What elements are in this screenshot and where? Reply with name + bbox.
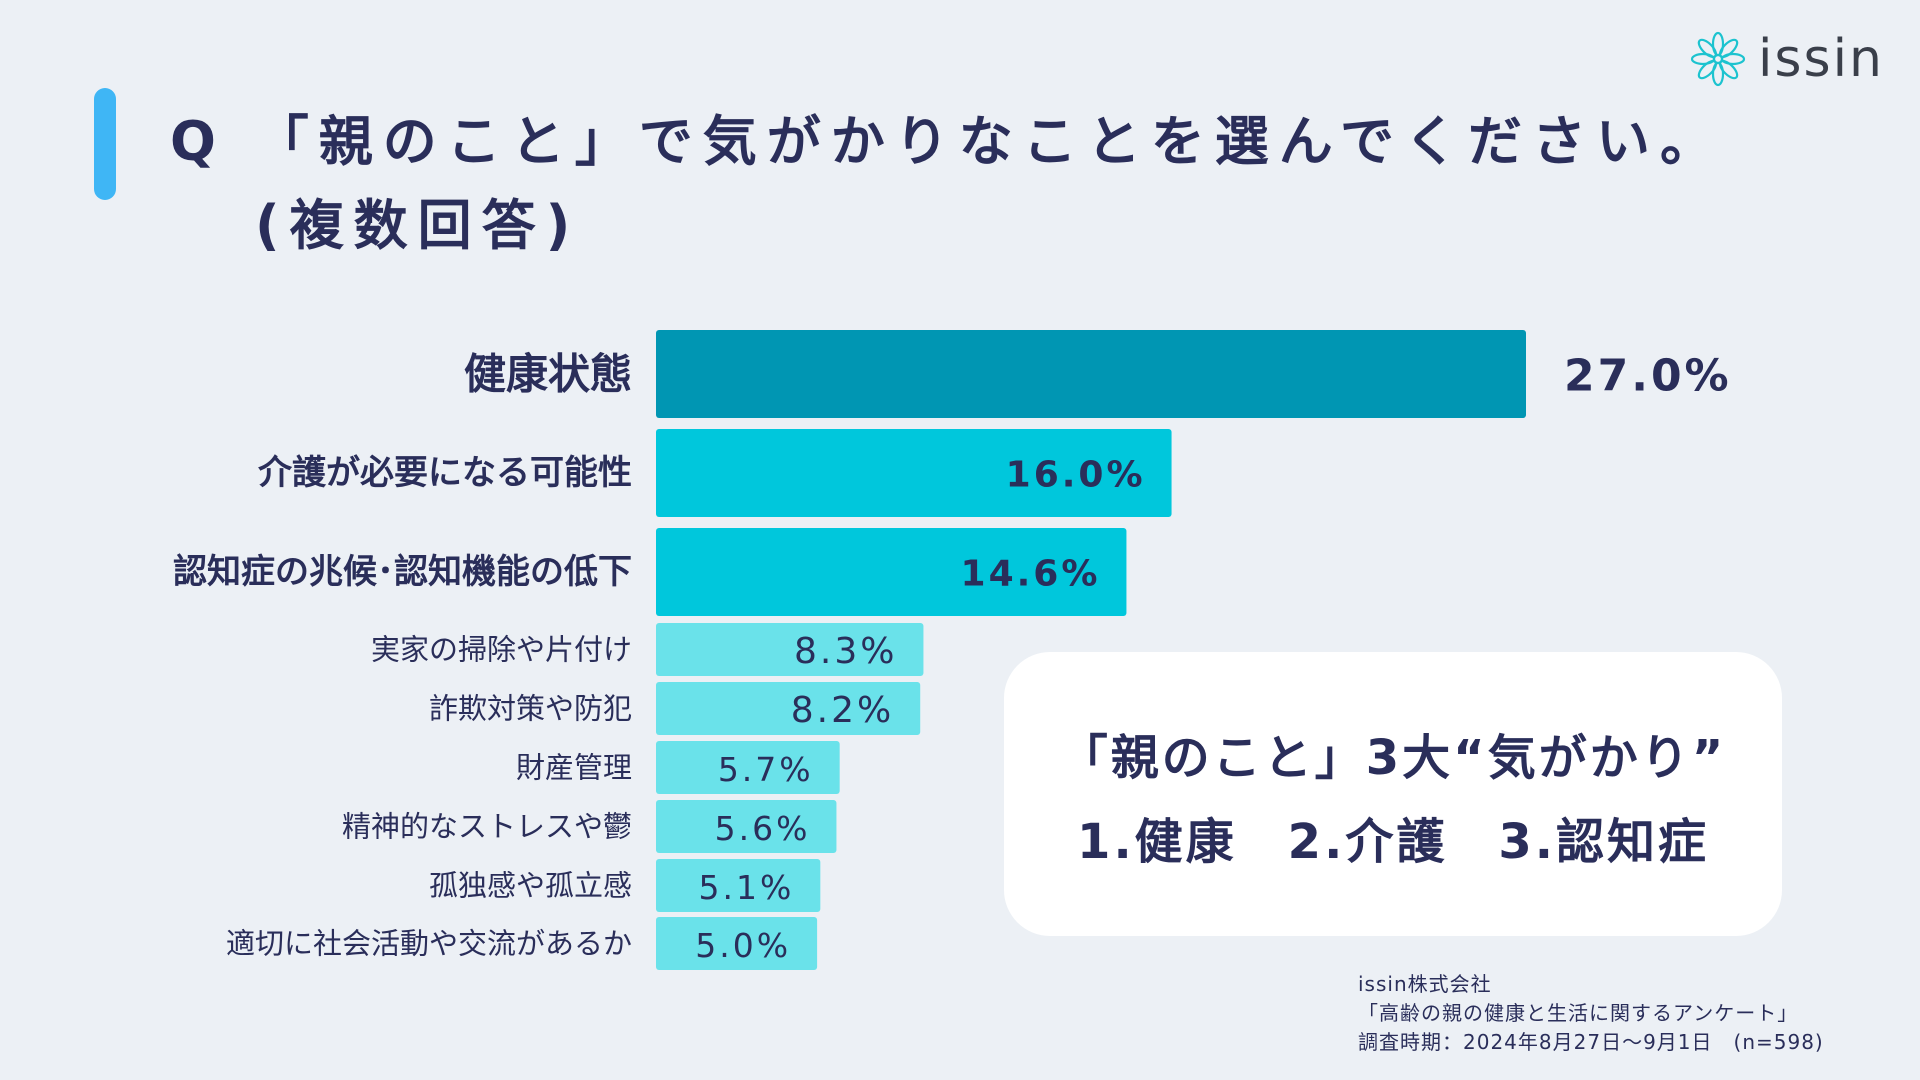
- summary-callout: 「親のこと」3大“気がかり” 1.健康 2.介護 3.認知症: [1004, 652, 1782, 936]
- title-line2: (複数回答): [255, 194, 581, 257]
- title-accent-bar: [94, 88, 116, 200]
- value-label-8: 5.1%: [698, 868, 794, 907]
- value-label-1: 27.0%: [1564, 351, 1732, 402]
- page-title: Q 「親のこと」で気がかりなことを選んでください。 (複数回答): [170, 100, 1724, 268]
- flower-logo-icon: [1690, 31, 1746, 87]
- value-label-6: 5.7%: [718, 750, 814, 789]
- title-line1: Q 「親のこと」で気がかりなことを選んでください。: [170, 110, 1725, 173]
- source-period: 調査時期：2024年8月27日〜9月1日 (n=598): [1358, 1030, 1824, 1054]
- value-label-4: 8.3%: [794, 631, 897, 672]
- bar-7: [656, 800, 837, 853]
- bar-4: [656, 623, 924, 676]
- category-label-7: 精神的なストレスや鬱: [342, 810, 632, 844]
- value-label-7: 5.6%: [715, 809, 811, 848]
- category-label-1: 健康状態: [464, 350, 632, 399]
- issin-logo: issin: [1688, 26, 1884, 92]
- value-label-5: 8.2%: [791, 690, 894, 731]
- source-survey: 「高齢の親の健康と生活に関するアンケート」: [1358, 1001, 1799, 1025]
- source-note: issin株式会社 「高齢の親の健康と生活に関するアンケート」 調査時期：202…: [1358, 970, 1824, 1057]
- bar-1: [656, 330, 1526, 418]
- bar-2: [656, 429, 1172, 517]
- callout-heading: 「親のこと」3大“気がかり”: [1059, 730, 1727, 786]
- value-label-3: 14.6%: [961, 554, 1101, 595]
- bar-6: [656, 741, 840, 794]
- callout-ranking: 1.健康 2.介護 3.認知症: [1077, 814, 1709, 870]
- bar-3: [656, 528, 1127, 616]
- logo-text: issin: [1757, 29, 1884, 89]
- category-label-6: 財産管理: [516, 751, 632, 785]
- category-label-8: 孤独感や孤立感: [429, 869, 632, 903]
- category-label-9: 適切に社会活動や交流があるか: [226, 927, 632, 961]
- source-company: issin株式会社: [1358, 972, 1492, 996]
- category-label-3: 認知症の兆候･認知機能の低下: [173, 552, 632, 592]
- category-label-2: 介護が必要になる可能性: [258, 453, 632, 493]
- category-label-4: 実家の掃除や片付け: [371, 633, 632, 667]
- bar-9: [656, 917, 818, 970]
- value-label-2: 16.0%: [1006, 455, 1146, 496]
- category-label-5: 詐欺対策や防犯: [429, 692, 632, 726]
- value-label-9: 5.0%: [695, 926, 791, 965]
- bar-8: [656, 859, 821, 912]
- bar-5: [656, 682, 921, 735]
